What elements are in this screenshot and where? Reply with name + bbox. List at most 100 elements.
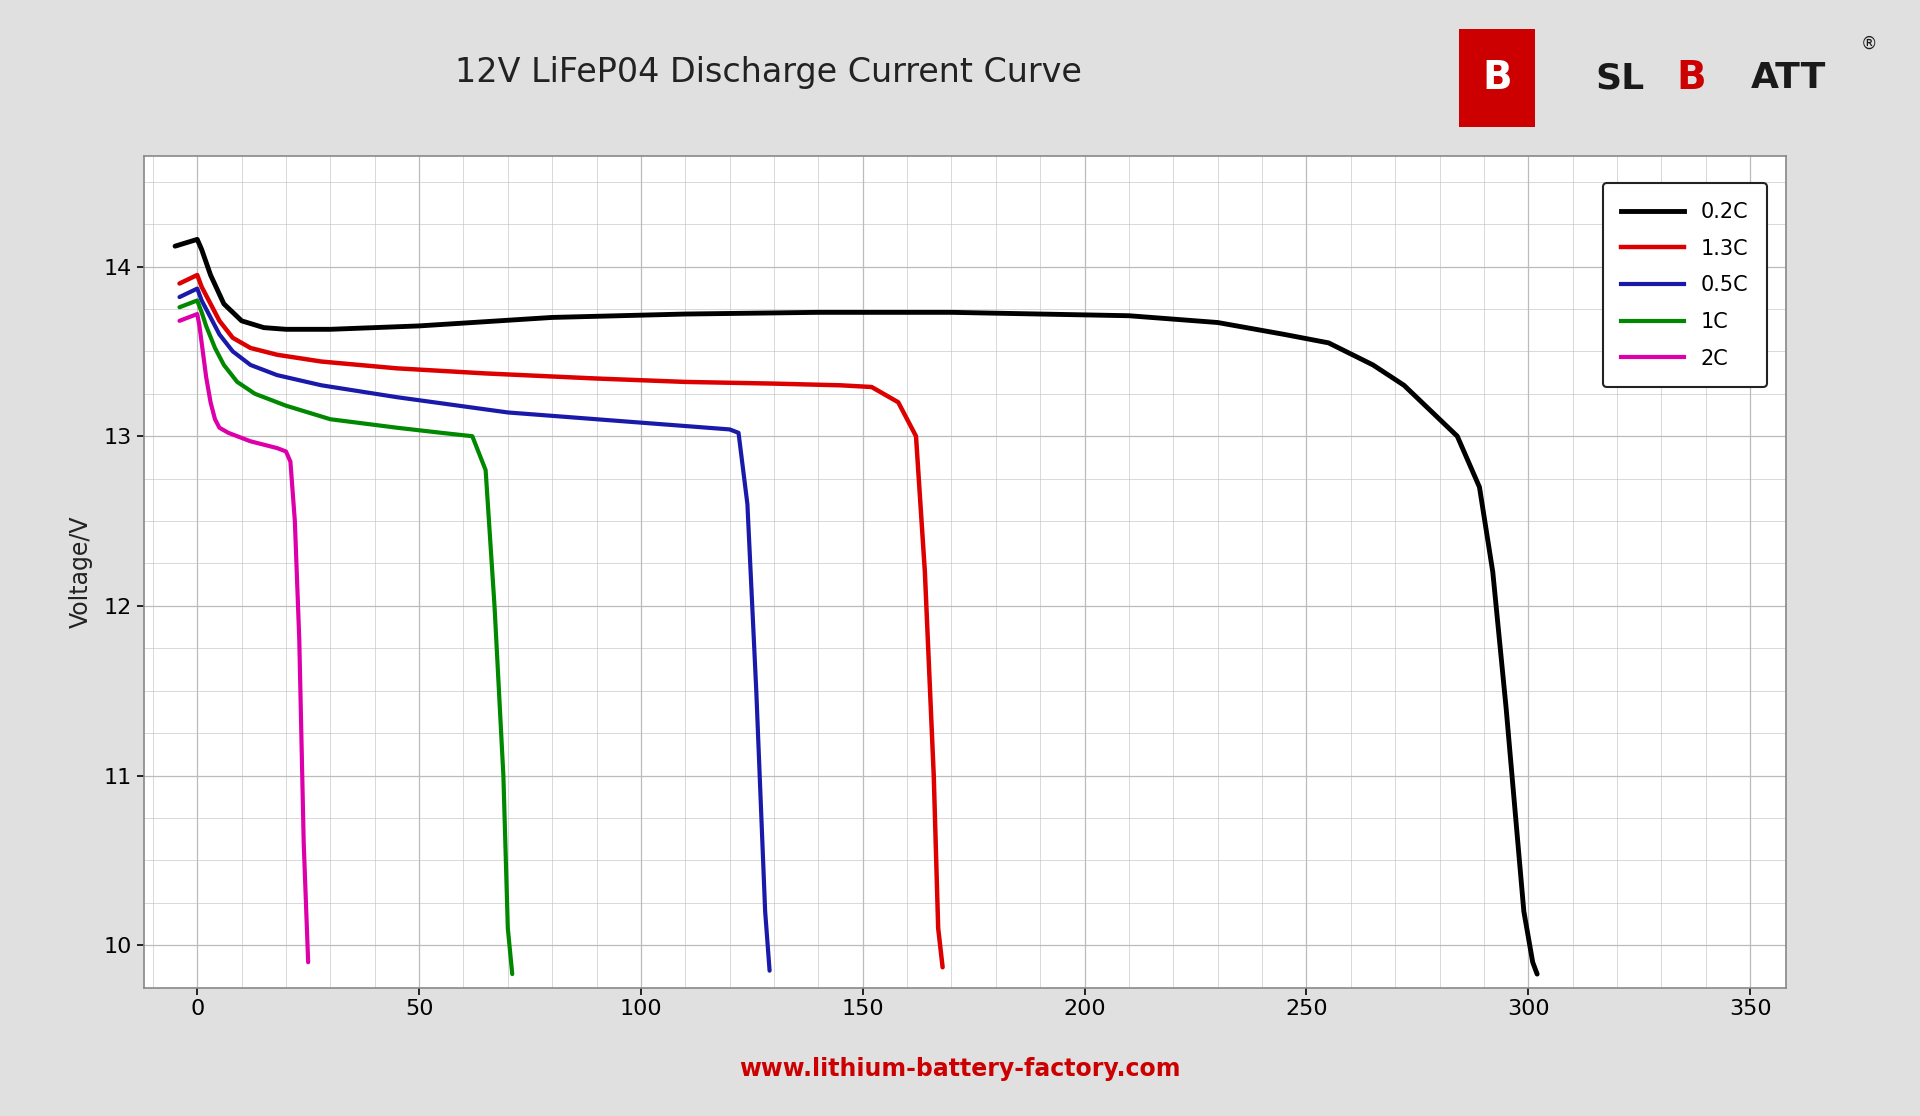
1.3C — [931, 961, 954, 974]
1C — [430, 426, 453, 440]
Text: ATT: ATT — [1751, 61, 1826, 95]
1C — [244, 387, 267, 401]
0.2C — [806, 306, 829, 319]
Text: B: B — [1676, 59, 1707, 97]
2C — [200, 395, 223, 408]
1.3C — [674, 375, 697, 388]
1.3C — [200, 297, 223, 310]
Y-axis label: Voltage/V: Voltage/V — [69, 516, 92, 628]
0.2C — [1273, 328, 1296, 341]
0.2C — [1206, 316, 1229, 329]
0.2C — [674, 307, 697, 320]
Text: ®: ® — [1860, 35, 1878, 52]
0.2C — [1419, 404, 1442, 417]
1C — [275, 400, 298, 413]
0.5C — [651, 417, 674, 431]
1.3C — [904, 430, 927, 443]
1C — [194, 319, 217, 333]
Text: B: B — [1482, 59, 1513, 97]
0.2C — [541, 310, 564, 324]
0.5C — [728, 426, 751, 440]
1.3C — [207, 314, 230, 327]
0.2C — [1526, 968, 1549, 981]
0.2C — [186, 233, 209, 247]
1.3C — [474, 367, 497, 381]
0.2C — [1503, 802, 1526, 816]
0.5C — [190, 294, 213, 307]
0.5C — [745, 684, 768, 698]
2C — [186, 307, 209, 320]
1C — [501, 968, 524, 981]
1.3C — [860, 381, 883, 394]
2C — [278, 455, 301, 469]
0.5C — [758, 964, 781, 978]
0.2C — [1513, 905, 1536, 918]
0.2C — [275, 323, 298, 336]
2C — [207, 421, 230, 434]
0.5C — [167, 290, 190, 304]
1.3C — [887, 395, 910, 408]
1.3C — [238, 341, 261, 355]
0.5C — [309, 378, 332, 392]
0.2C — [200, 268, 223, 281]
0.5C — [755, 905, 778, 918]
2C — [194, 371, 217, 384]
2C — [292, 837, 315, 850]
2C — [275, 445, 298, 459]
0.2C — [213, 297, 236, 310]
0.5C — [718, 423, 741, 436]
0.2C — [1521, 955, 1544, 969]
0.5C — [265, 368, 288, 382]
2C — [217, 426, 240, 440]
Line: 1C: 1C — [179, 300, 513, 974]
0.2C — [230, 314, 253, 327]
1C — [213, 358, 236, 372]
0.2C — [1480, 566, 1503, 579]
0.2C — [1469, 480, 1492, 493]
0.2C — [1446, 430, 1469, 443]
Legend: 0.2C, 1.3C, 0.5C, 1C, 2C: 0.2C, 1.3C, 0.5C, 1C, 2C — [1603, 183, 1766, 387]
0.5C — [207, 328, 230, 341]
Line: 0.5C: 0.5C — [179, 289, 770, 971]
2C — [204, 413, 227, 426]
0.2C — [1494, 701, 1517, 714]
1C — [186, 294, 209, 307]
Line: 0.2C: 0.2C — [175, 240, 1538, 974]
2C — [167, 314, 190, 327]
1C — [167, 300, 190, 314]
Line: 2C: 2C — [179, 314, 307, 962]
1.3C — [829, 378, 852, 392]
2C — [190, 336, 213, 349]
0.2C — [407, 319, 430, 333]
1.3C — [762, 377, 785, 391]
1.3C — [221, 331, 244, 345]
0.2C — [1392, 378, 1415, 392]
1.3C — [922, 769, 945, 782]
0.2C — [1317, 336, 1340, 349]
0.2C — [163, 240, 186, 253]
1.3C — [586, 372, 609, 385]
2C — [227, 430, 250, 443]
1C — [474, 463, 497, 477]
2C — [265, 442, 288, 455]
2C — [252, 437, 275, 451]
2C — [188, 319, 211, 333]
0.2C — [190, 243, 213, 257]
0.5C — [695, 421, 718, 434]
0.2C — [941, 306, 964, 319]
1C — [227, 375, 250, 388]
Text: www.lithium-battery-factory.com: www.lithium-battery-factory.com — [739, 1057, 1181, 1081]
2C — [284, 514, 307, 528]
0.2C — [252, 321, 275, 335]
1.3C — [186, 268, 209, 281]
0.2C — [1117, 309, 1140, 323]
1C — [190, 306, 213, 319]
Line: 1.3C: 1.3C — [179, 275, 943, 968]
1C — [204, 341, 227, 355]
0.2C — [1361, 358, 1384, 372]
0.5C — [495, 406, 518, 420]
0.5C — [238, 358, 261, 372]
0.2C — [319, 323, 342, 336]
0.5C — [200, 310, 223, 324]
1.3C — [386, 362, 409, 375]
